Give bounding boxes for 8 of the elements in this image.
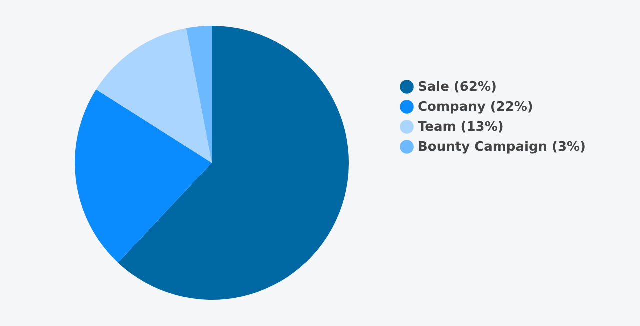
pie-slice	[186, 26, 212, 163]
pie-slice	[118, 26, 349, 300]
pie-slice	[75, 90, 212, 263]
legend-label: Company (22%)	[418, 100, 534, 115]
pie-slice	[96, 28, 212, 163]
legend-label: Bounty Campaign (3%)	[418, 140, 586, 155]
legend-label: Sale (62%)	[418, 80, 497, 95]
legend-label: Team (13%)	[418, 120, 504, 135]
